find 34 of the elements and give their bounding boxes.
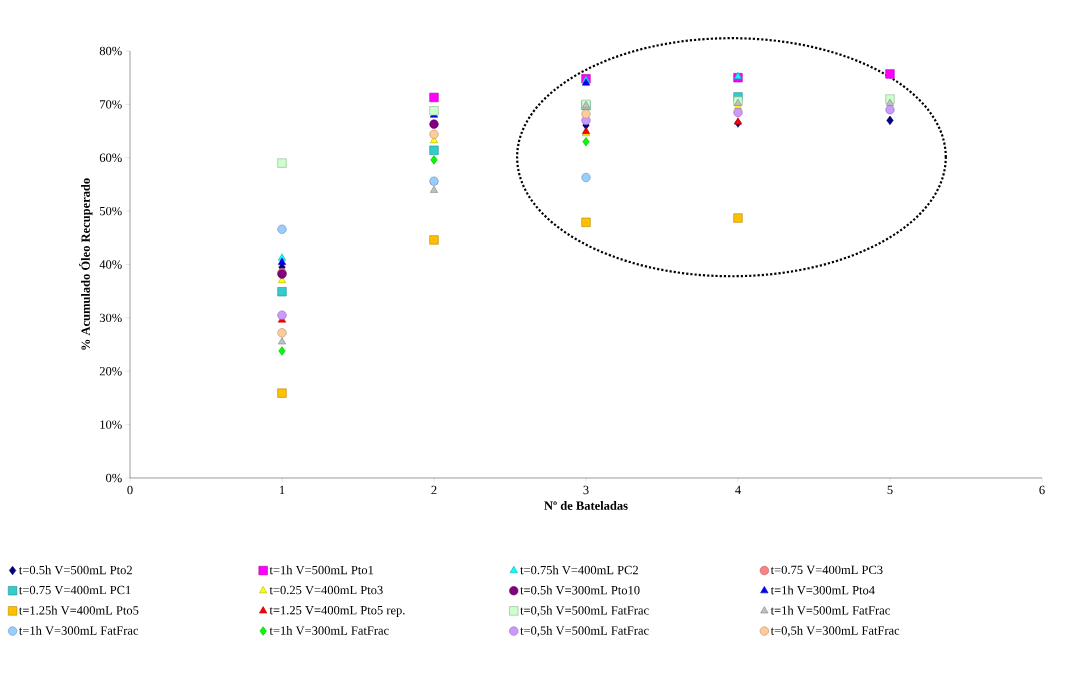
- y-tick-label: 50%: [100, 206, 122, 216]
- x-tick-label: 2: [431, 485, 437, 495]
- x-tick-label: 0: [127, 485, 133, 495]
- x-tick-label: 6: [1039, 485, 1045, 495]
- legend-label: t=1.25h V=400mL Pto5: [19, 605, 139, 615]
- x-tick-label: 5: [887, 485, 893, 495]
- legend-label: t=0.75h V=400mL PC2: [520, 565, 638, 575]
- y-tick-label: 60%: [99, 153, 122, 162]
- legend-label: t=1h V=300mL FatFrac: [19, 625, 139, 635]
- y-tick-label: 40%: [99, 260, 122, 269]
- y-tick-label: 0%: [106, 473, 122, 483]
- y-tick-label: 30%: [99, 313, 122, 323]
- legend-label: t=1h V=300mL Pto4: [770, 585, 875, 595]
- x-tick-label: 1: [279, 485, 285, 495]
- legend-label: t=1h V=500mL FatFrac: [770, 605, 890, 615]
- y-tick-label: 70%: [100, 100, 122, 109]
- legend-label: t=0.5h V=300mL Pto10: [520, 585, 640, 595]
- legend-label: t=1h V=500mL Pto1: [269, 565, 374, 575]
- legend-label: t=0,5h V=500mL FatFrac: [520, 625, 649, 637]
- legend-label: t=1h V=300mL FatFrac: [269, 625, 389, 635]
- x-axis-title: Nº de Bateladas: [544, 501, 628, 510]
- legend-label: t=0.5h V=500mL Pto2: [19, 565, 132, 575]
- y-tick-label: 10%: [100, 420, 122, 429]
- y-tick-label: 80%: [99, 46, 122, 56]
- x-tick-label: 3: [583, 485, 589, 495]
- x-tick-label: 4: [735, 485, 741, 495]
- legend-label: t=0,5h V=300mL FatFrac: [770, 625, 900, 637]
- legend-label: t=0.75 V=400mL PC3: [770, 565, 883, 575]
- legend-label: t=0,5h V=500mL FatFrac: [520, 605, 649, 617]
- y-tick-label: 20%: [99, 367, 122, 376]
- legend-label: t=0.75 V=400mL PC1: [19, 585, 131, 595]
- y-axis-title: % Acumulado Óleo Recuperado: [79, 178, 93, 350]
- legend-label: t=1.25 V=400mL Pto5 rep.: [269, 605, 405, 617]
- legend-label: t=0.25 V=400mL Pto3: [269, 585, 383, 595]
